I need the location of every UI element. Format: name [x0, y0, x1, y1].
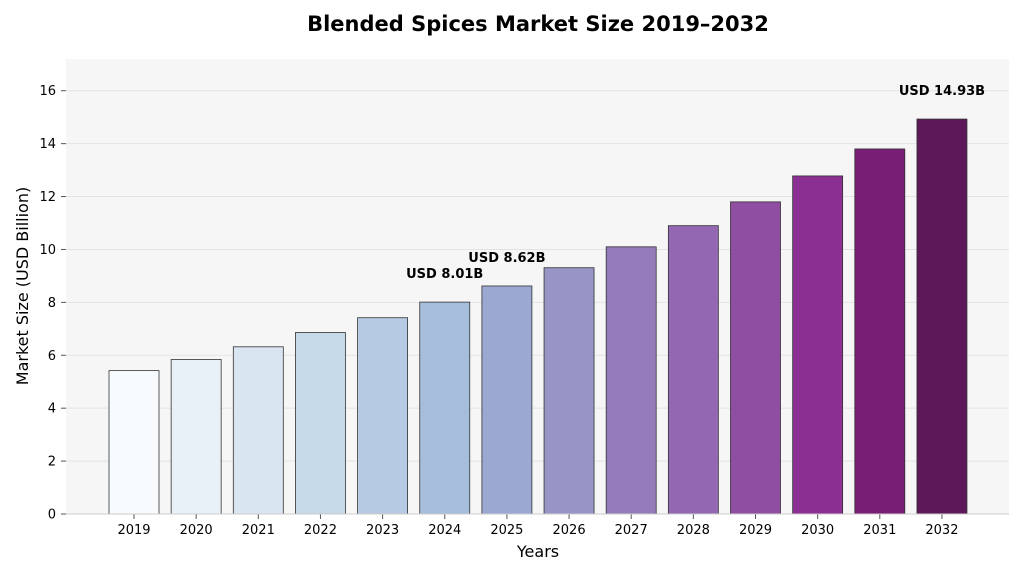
x-tick-label: 2030 — [801, 523, 834, 538]
y-tick-label: 12 — [39, 190, 56, 205]
bar-2029 — [730, 201, 781, 515]
data-label-2032: USD 14.93B — [899, 84, 985, 99]
bar-2025 — [481, 285, 533, 515]
x-tick-label: 2024 — [428, 523, 461, 538]
bar-2030 — [792, 175, 844, 515]
bar-2026 — [543, 267, 595, 515]
y-tick-label: 16 — [39, 84, 56, 99]
x-tick-label: 2029 — [739, 523, 772, 538]
bar-2020 — [170, 359, 222, 515]
bar-2019 — [108, 370, 160, 515]
x-axis-label: Years — [516, 542, 559, 561]
y-tick-label: 6 — [48, 349, 56, 364]
x-tick-label: 2032 — [925, 523, 958, 538]
bar-2024 — [419, 301, 471, 515]
y-axis-label: Market Size (USD Billion) — [13, 187, 32, 385]
bar-2031 — [854, 148, 906, 515]
x-tick-label: 2025 — [490, 523, 523, 538]
x-axis-ticks: 2019 2020 2021 2022 2023 2024 2025 2026 2027 2028… — [117, 514, 958, 538]
x-tick-label: 2027 — [615, 523, 648, 538]
plot-area — [66, 59, 1009, 514]
y-tick-label: 8 — [48, 296, 56, 311]
chart-title: Blended Spices Market Size 2019–2032 — [307, 12, 769, 36]
x-tick-label: 2022 — [304, 523, 337, 538]
y-tick-label: 10 — [39, 243, 56, 258]
x-tick-label: 2020 — [180, 523, 213, 538]
bar-2023 — [357, 317, 409, 515]
x-tick-label: 2019 — [117, 523, 150, 538]
bar-2022 — [295, 332, 346, 515]
x-tick-label: 2026 — [553, 523, 586, 538]
y-tick-label: 2 — [48, 455, 56, 470]
y-tick-label: 14 — [39, 137, 56, 152]
x-tick-label: 2021 — [242, 523, 275, 538]
bar-2032 — [916, 118, 968, 515]
x-tick-label: 2023 — [366, 523, 399, 538]
x-tick-label: 2028 — [677, 523, 710, 538]
data-label-2024: USD 8.01B — [406, 267, 483, 282]
bar-2021 — [232, 346, 284, 515]
y-axis-ticks: 0 2 4 6 8 10 12 14 16 — [39, 84, 66, 523]
bars — [108, 118, 968, 515]
x-tick-label: 2031 — [863, 523, 896, 538]
gridlines — [66, 90, 1009, 462]
data-label-2025: USD 8.62B — [468, 251, 545, 266]
y-tick-label: 0 — [48, 508, 56, 523]
y-tick-label: 4 — [48, 402, 56, 417]
bar-2028 — [667, 225, 719, 515]
bar-2027 — [605, 246, 657, 515]
